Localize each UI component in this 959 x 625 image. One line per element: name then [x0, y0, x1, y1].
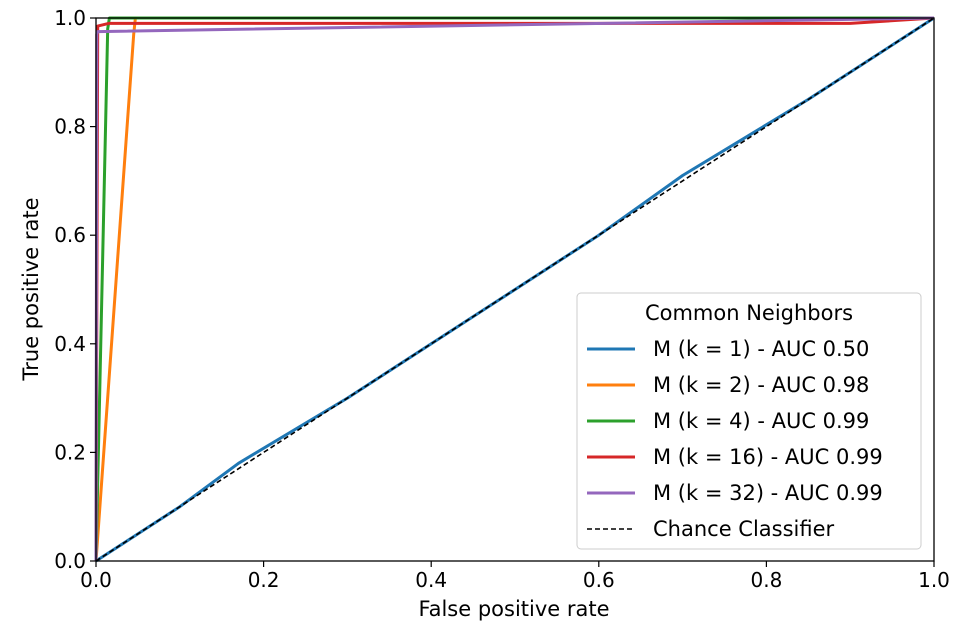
x-tick-label-0: 0.0	[80, 568, 112, 592]
series-line-6	[95, 17, 935, 562]
legend-box	[576, 292, 922, 550]
y-tick-label-4: 0.8	[54, 115, 86, 139]
legend-label-6: Chance Classifier	[653, 517, 835, 541]
legend: Common Neighbors M (k = 1) - AUC 0.50M (…	[576, 292, 922, 550]
legend-entries: M (k = 1) - AUC 0.50 M (k = 2) - AUC 0.98…	[587, 337, 883, 541]
y-tick-label-3: 0.6	[54, 223, 86, 247]
y-tick-label-0: 0.0	[54, 549, 86, 573]
legend-label-1: M (k = 1) - AUC 0.50	[653, 337, 869, 361]
x-tick-label-4: 0.8	[750, 568, 782, 592]
legend-title: Common Neighbors	[645, 301, 853, 325]
x-tick-label-2: 0.4	[415, 568, 447, 592]
y-tick-label-2: 0.4	[54, 332, 86, 356]
axes-frame	[95, 17, 935, 562]
x-tick-label-5: 1.0	[918, 568, 950, 592]
y-axis-label: True positive rate	[19, 198, 43, 382]
legend-label-4: M (k = 16) - AUC 0.99	[653, 445, 883, 469]
legend-label-3: M (k = 4) - AUC 0.99	[653, 409, 869, 433]
x-axis-label: False positive rate	[418, 597, 609, 621]
x-tick-label-3: 0.6	[583, 568, 615, 592]
axis-ticks: 0.0 0.2 0.4 0.6 0.8 1.0 0.0 0.2 0.4 0.6 0.8 1.0	[54, 6, 950, 592]
x-tick-label-1: 0.2	[248, 568, 280, 592]
y-tick-label-5: 1.0	[54, 6, 86, 30]
legend-label-2: M (k = 2) - AUC 0.98	[653, 373, 869, 397]
legend-label-5: M (k = 32) - AUC 0.99	[653, 481, 883, 505]
y-tick-label-1: 0.2	[54, 440, 86, 464]
